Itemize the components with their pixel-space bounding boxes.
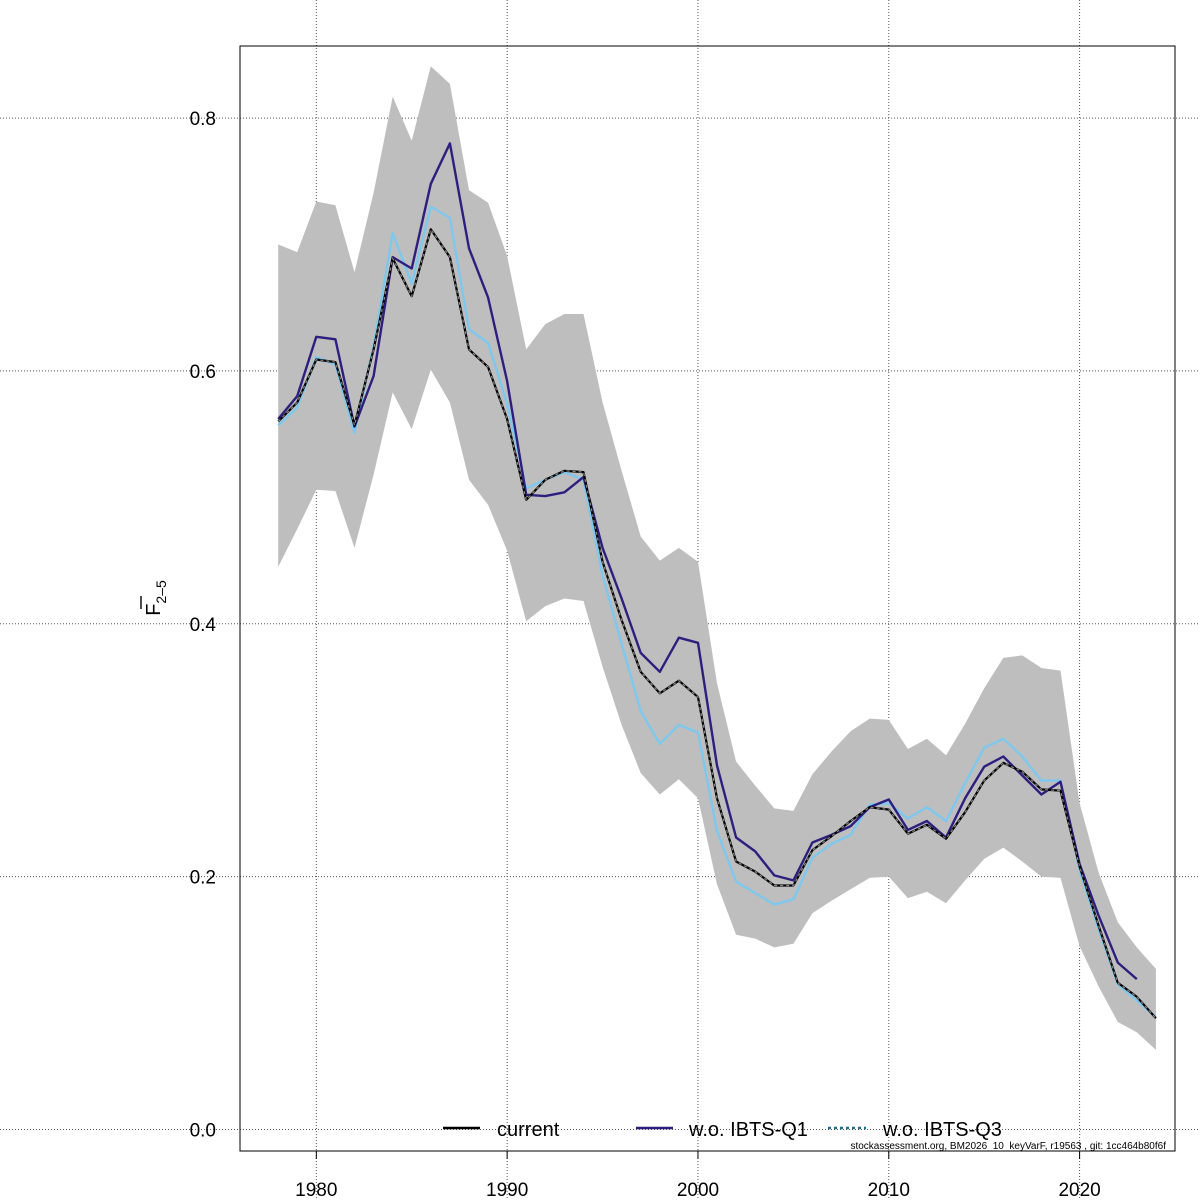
y-axis-ticks: 0.0 0.2 0.4 0.6 0.8 — [190, 109, 217, 1141]
y-axis-label: F2–5 — [143, 580, 169, 616]
series-layer — [277, 142, 1157, 1019]
y-tick-label-0-2: 0.2 — [190, 868, 216, 889]
x-tick-label-2010: 2010 — [868, 1180, 910, 1200]
legend-item-wo-ibts-q1: w.o. IBTS-Q1 — [636, 1119, 808, 1141]
legend-item-wo-ibts-q3: w.o. IBTS-Q3 — [828, 1119, 1002, 1141]
y-tick-label-0-4: 0.4 — [190, 615, 217, 636]
x-tick-label-2000: 2000 — [677, 1180, 719, 1200]
legend-label-wo-ibts-q3: w.o. IBTS-Q3 — [882, 1119, 1002, 1141]
legend-label-wo-ibts-q1: w.o. IBTS-Q1 — [688, 1119, 808, 1141]
legend: current w.o. IBTS-Q1 w.o. IBTS-Q3 — [443, 1119, 1002, 1141]
x-tick-label-2020: 2020 — [1058, 1180, 1100, 1200]
legend-label-current: current — [497, 1119, 560, 1141]
plot-frame — [239, 45, 1176, 1152]
x-tick-label-1980: 1980 — [295, 1180, 337, 1200]
confidence-band — [278, 66, 1156, 1050]
x-tick-label-1990: 1990 — [486, 1180, 528, 1200]
y-tick-label-0-0: 0.0 — [190, 1121, 216, 1142]
series-line-current-dashed-overlay — [277, 227, 1157, 1019]
y-axis-label-main: F — [143, 604, 165, 616]
footer-note: stockassessment.org, BM2026_10_keyVarF, … — [850, 1141, 1166, 1152]
series-line-w-o-ibts-q1 — [277, 142, 1138, 981]
y-tick-label-0-8: 0.8 — [190, 109, 216, 130]
x-axis-ticks: 1980 1990 2000 2010 2020 — [295, 1151, 1101, 1200]
series-line-w-o-ibts-q3 — [277, 205, 1157, 1018]
confidence-band-layer — [278, 66, 1156, 1050]
legend-item-current: current — [443, 1119, 560, 1141]
y-axis-label-subscript: 2–5 — [153, 580, 169, 604]
y-tick-label-0-6: 0.6 — [190, 362, 216, 383]
